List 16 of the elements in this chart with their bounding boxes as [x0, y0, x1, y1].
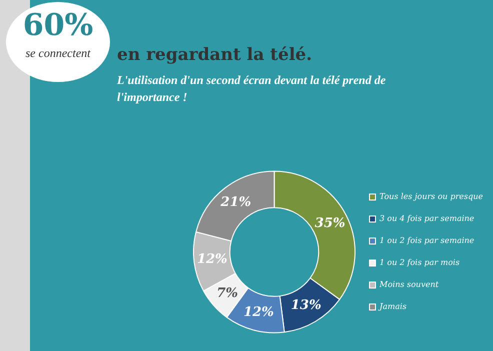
legend-label: 1 ou 2 fois par mois — [380, 258, 460, 268]
legend-label: 3 ou 4 fois par semaine — [380, 214, 474, 224]
legend-label: Jamais — [378, 302, 406, 312]
data-label: 7% — [216, 286, 238, 301]
data-label: 21% — [220, 194, 252, 210]
data-label: 35% — [314, 216, 346, 231]
text: 60% — [22, 8, 94, 43]
text: se connectent — [24, 46, 92, 61]
chart-title: en regardant la télé. — [117, 45, 312, 65]
data-label: 12% — [243, 304, 274, 320]
legend-label: Moins souvent — [378, 280, 440, 290]
legend-label: Tous les jours ou presque — [380, 192, 484, 202]
legend-label: 1 ou 2 fois par semaine — [380, 236, 474, 246]
data-label: 13% — [290, 298, 322, 314]
chart-subtitle: L'utilisation d'un second écran devant la télé prend de l'importance ! — [117, 72, 387, 106]
data-label: 12% — [196, 252, 228, 268]
